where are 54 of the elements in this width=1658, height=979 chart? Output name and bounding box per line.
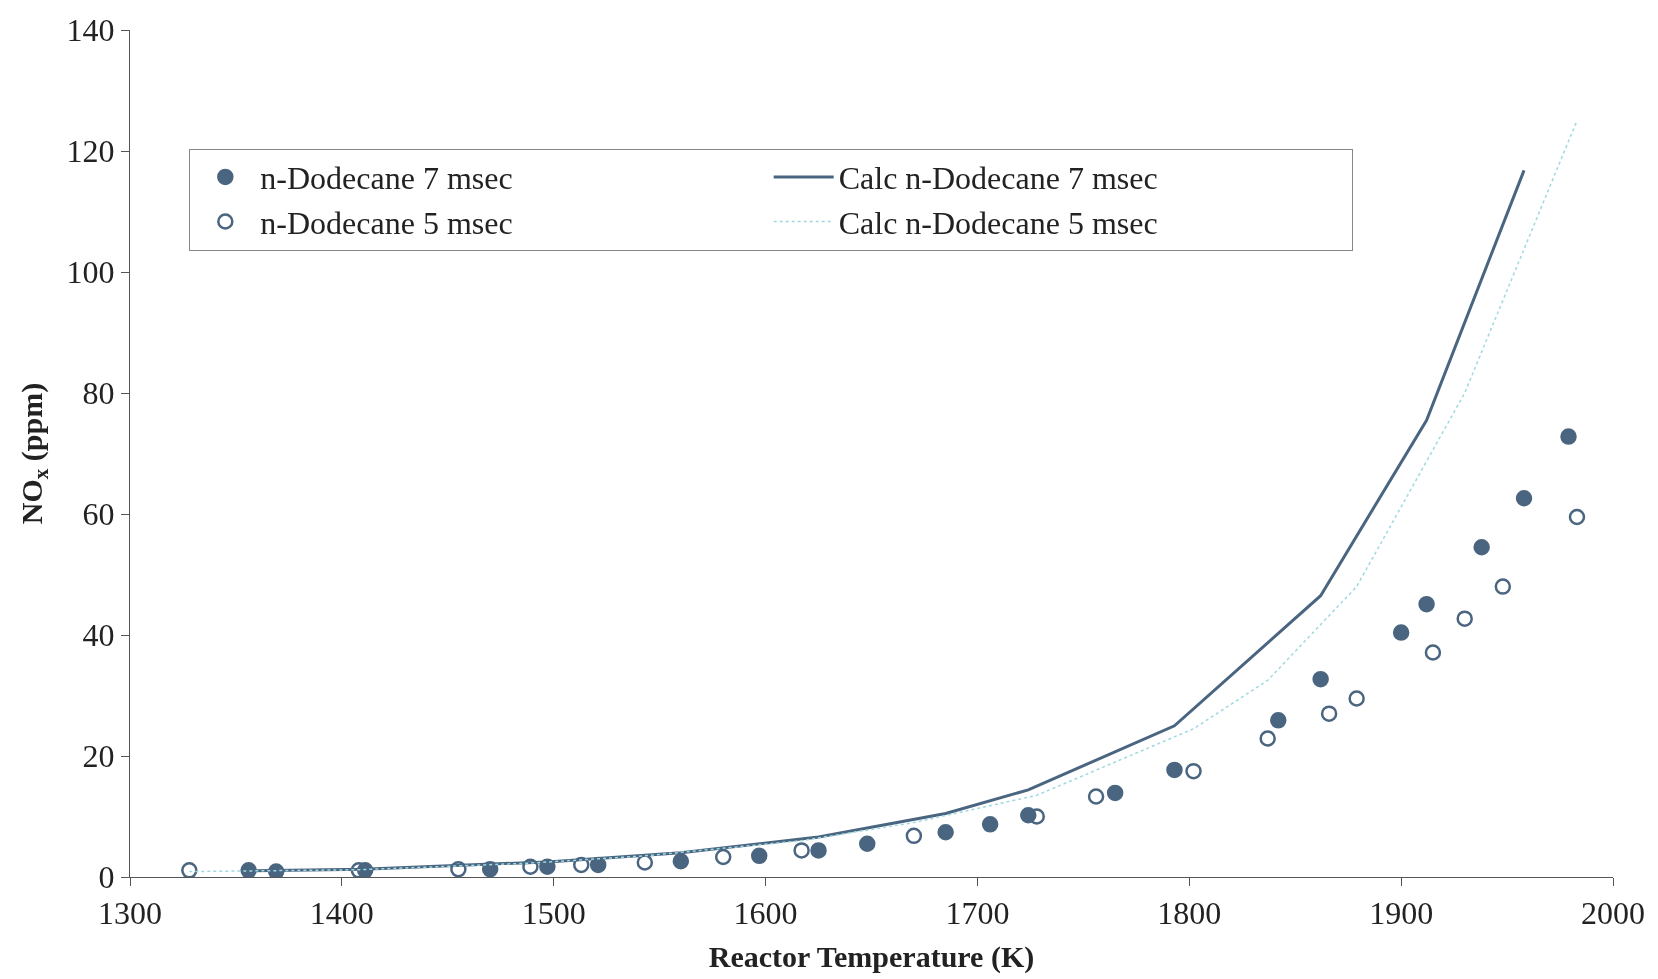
y-tick-label: 80 <box>82 375 115 412</box>
x-tick-label: 1600 <box>733 895 798 932</box>
x-tick-label: 1300 <box>98 895 162 932</box>
point <box>1320 705 1338 722</box>
legend-label: Calc n-Dodecane 5 msec <box>838 204 1158 241</box>
legend-label: Calc n-Dodecane 7 msec <box>838 160 1158 197</box>
point <box>1166 761 1183 779</box>
point <box>1473 539 1490 556</box>
point <box>1185 762 1202 780</box>
point <box>672 853 690 870</box>
y-tick-label: 100 <box>66 254 115 291</box>
point <box>859 835 876 852</box>
point <box>793 842 810 859</box>
point <box>1515 490 1533 507</box>
legend-label: n-Dodecane 5 msec <box>260 204 513 241</box>
y-tick-label: 0 <box>98 859 115 896</box>
point <box>981 816 999 833</box>
point <box>1424 644 1442 661</box>
point <box>1087 788 1105 805</box>
point <box>1560 428 1577 445</box>
point <box>1568 508 1586 526</box>
y-tick-label: 20 <box>82 738 115 775</box>
point <box>810 842 827 859</box>
point <box>450 860 467 877</box>
point <box>1392 624 1410 641</box>
point <box>573 856 590 874</box>
x-axis-title: Reactor Temperature (K) <box>708 939 1035 974</box>
point <box>1312 670 1329 688</box>
y-tick-label: 120 <box>66 133 115 170</box>
point <box>240 862 257 877</box>
point <box>905 827 923 845</box>
y-tick-label: 60 <box>82 496 115 533</box>
point <box>181 862 198 877</box>
y-tick-label: 40 <box>82 617 115 654</box>
point <box>937 823 954 841</box>
point <box>522 858 539 875</box>
x-tick-label: 1400 <box>309 895 374 932</box>
x-tick-label: 1700 <box>945 895 1010 932</box>
point <box>1259 730 1276 747</box>
x-tick-label: 1900 <box>1369 895 1434 932</box>
point <box>1106 784 1124 802</box>
point <box>636 854 654 871</box>
x-tick-label: 1800 <box>1157 895 1222 932</box>
point <box>1270 712 1287 729</box>
x-tick-label: 2000 <box>1581 895 1645 932</box>
x-tick-label: 1500 <box>521 895 586 932</box>
point <box>1456 610 1473 627</box>
point <box>1348 690 1365 707</box>
point <box>1494 578 1512 595</box>
legend-label: n-Dodecane 7 msec <box>260 160 513 197</box>
y-tick-label: 140 <box>66 12 115 49</box>
point <box>714 848 732 866</box>
point <box>750 847 768 865</box>
point <box>1418 595 1435 613</box>
